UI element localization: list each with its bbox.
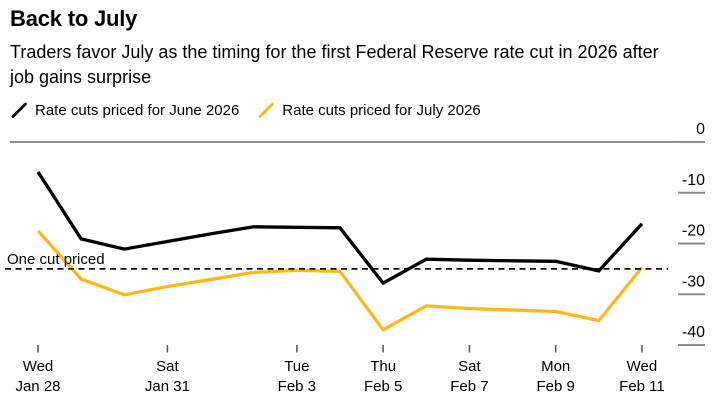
x-axis-label-day: Thu [370,358,396,375]
x-axis-label-day: Mon [541,358,570,375]
legend-label-july: Rate cuts priced for July 2026 [282,101,481,119]
legend-item-june: Rate cuts priced for June 2026 [10,101,239,119]
x-axis-label-date: Feb 5 [364,378,402,395]
x-axis-label-date: Feb 3 [278,378,316,395]
x-axis-label-day: Tue [284,358,309,375]
y-axis-label: 0 [696,121,705,138]
y-axis-label: -40 [682,324,705,341]
slash-icon [258,102,275,118]
x-axis-label-day: Sat [458,358,481,375]
y-axis-label: -20 [682,223,705,240]
chart-subtitle: Traders favor July as the timing for the… [10,42,659,87]
line-july-2026 [36,229,644,332]
x-axis-label-date: Feb 11 [619,378,665,395]
legend-item-july: Rate cuts priced for July 2026 [257,101,481,119]
y-axis-label: -30 [682,273,705,290]
x-axis-label-day: Wed [627,358,658,375]
chart-header: Back to July Traders favor July as the t… [10,7,718,119]
legend-label-june: Rate cuts priced for June 2026 [35,101,240,119]
x-axis-label-day: Wed [23,358,54,375]
legend: Rate cuts priced for June 2026 Rate cuts… [10,101,718,119]
line-june-2026 [36,171,644,286]
x-axis-label-date: Jan 31 [145,378,190,395]
slash-icon [11,102,27,118]
y-axis-label: -10 [682,172,705,189]
x-axis-label-date: Feb 7 [450,378,488,395]
x-axis-label-date: Jan 28 [15,378,60,395]
x-axis-label-day: Sat [156,358,179,375]
page-title: Back to July [10,6,138,31]
x-axis-label-date: Feb 9 [537,378,575,395]
one-cut-label: One cut priced [7,251,105,268]
